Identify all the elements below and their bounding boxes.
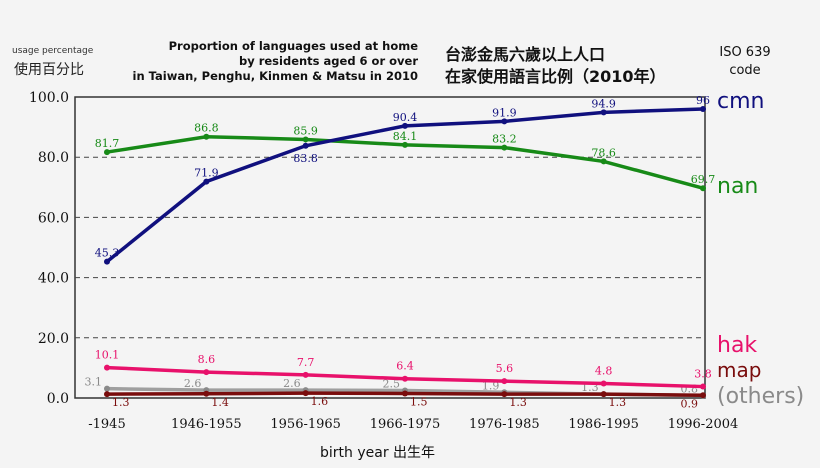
data-point	[501, 118, 508, 125]
data-label: 3.8	[694, 368, 712, 381]
y-tick-label: 100.0	[29, 90, 69, 106]
y-tick-label: 80.0	[38, 150, 69, 166]
legend-others: (others)	[717, 384, 804, 409]
data-point	[302, 371, 309, 378]
y-tick-label: 40.0	[38, 271, 69, 287]
chart-title: Proportion of languages used at home by …	[133, 39, 418, 84]
data-label: 7.7	[297, 356, 315, 369]
data-point	[700, 106, 706, 113]
data-point	[203, 178, 210, 185]
y-axis-label: usage percentage	[12, 46, 94, 56]
x-axis-label: birth year 出生年	[320, 445, 436, 461]
x-tick-label: 1976-1985	[469, 417, 540, 432]
data-point	[302, 390, 309, 397]
x-tick-label: 1946-1955	[171, 417, 242, 432]
data-label: 1.3	[112, 396, 130, 409]
data-point	[302, 142, 309, 149]
data-point	[600, 391, 607, 398]
data-label: 94.9	[591, 97, 616, 110]
data-point	[203, 390, 210, 397]
data-label: 2.6	[184, 377, 202, 390]
y-tick-label: 60.0	[38, 210, 69, 226]
data-point	[104, 364, 110, 371]
title-zh-line: 台澎金馬六歲以上人口	[445, 45, 606, 64]
data-label: 4.8	[595, 365, 613, 378]
x-tick-label: 1996-2004	[668, 417, 739, 432]
data-label: 1.3	[509, 396, 527, 409]
data-label: 3.1	[85, 376, 103, 389]
data-point	[501, 391, 508, 398]
data-label: 83.8	[293, 152, 318, 165]
data-label: 90.4	[393, 111, 418, 124]
data-point	[402, 122, 408, 129]
data-point	[203, 369, 210, 376]
data-label: 69.7	[691, 173, 716, 186]
x-tick-label: -1945	[88, 417, 125, 432]
data-point	[402, 141, 408, 148]
y-tick-label: 0.0	[47, 391, 69, 407]
data-point	[104, 149, 110, 156]
data-label: 96	[696, 94, 710, 107]
data-label: 84.1	[393, 130, 418, 143]
data-label: 91.9	[492, 106, 517, 119]
legend-map: map	[717, 358, 761, 382]
data-point	[700, 392, 706, 399]
title-zh-line: 在家使用語言比例（2010年）	[445, 67, 666, 86]
title-line: by residents aged 6 or over	[238, 54, 418, 68]
legend-header: ISO 639 code	[710, 44, 780, 80]
y-axis-label-zh: 使用百分比	[14, 62, 84, 78]
data-point	[402, 390, 408, 397]
data-point	[600, 109, 607, 116]
legend-header-line: code	[729, 63, 761, 78]
title-line: Proportion of languages used at home	[168, 39, 418, 53]
data-point	[402, 375, 408, 382]
y-tick-label: 20.0	[38, 331, 69, 347]
legend-hak: hak	[717, 333, 757, 358]
data-point	[104, 258, 110, 265]
data-point	[501, 144, 508, 151]
data-label: 5.6	[496, 362, 514, 375]
data-label: 1.5	[410, 395, 428, 408]
x-tick-label: 1956-1965	[270, 417, 341, 432]
title-line: in Taiwan, Penghu, Kinmen & Matsu in 201…	[132, 69, 418, 83]
data-label: 0.9	[681, 397, 699, 410]
data-point	[104, 385, 110, 392]
data-label: 2.6	[283, 377, 301, 390]
data-label: 78.6	[591, 146, 616, 159]
data-label: 83.2	[492, 133, 517, 146]
data-point	[600, 158, 607, 165]
data-point	[104, 391, 110, 398]
data-label: 86.8	[194, 122, 219, 135]
data-label: 1.6	[311, 395, 329, 408]
data-label: 81.7	[95, 137, 120, 150]
data-label: 6.4	[396, 360, 414, 373]
legend-cmn: cmn	[717, 89, 764, 114]
x-tick-label: 1966-1975	[370, 417, 441, 432]
data-point	[501, 378, 508, 385]
data-point	[203, 133, 210, 140]
plot-frame	[74, 96, 706, 399]
data-label: 10.1	[95, 349, 120, 362]
data-label: 1.3	[609, 396, 627, 409]
data-point	[600, 380, 607, 387]
data-label: 8.6	[198, 353, 216, 366]
legend-header-line: ISO 639	[719, 45, 771, 60]
chart-title-zh: 台澎金馬六歲以上人口 在家使用語言比例（2010年）	[445, 44, 666, 88]
data-point	[700, 383, 706, 390]
data-point	[302, 136, 309, 143]
data-label: 2.5	[383, 377, 401, 390]
data-point	[700, 185, 706, 192]
legend-nan: nan	[717, 174, 758, 199]
data-label: 85.9	[293, 124, 318, 137]
data-label: 45.3	[95, 247, 120, 260]
data-label: 1.4	[211, 396, 229, 409]
data-label: 71.9	[194, 167, 219, 180]
x-tick-label: 1986-1995	[568, 417, 639, 432]
